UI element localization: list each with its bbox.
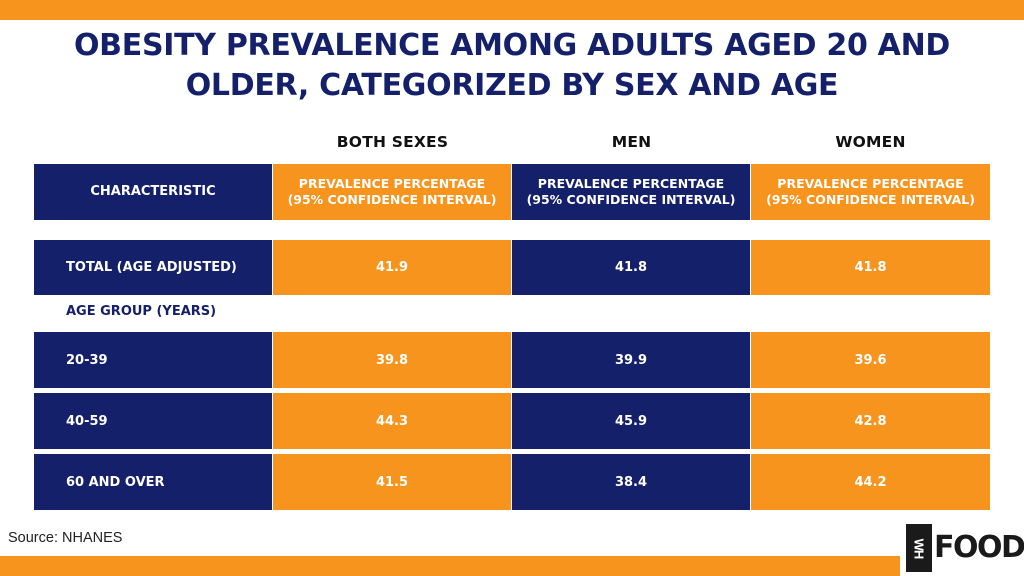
cell-20-39-women: 39.6 xyxy=(751,332,990,388)
cell-20-39-both: 39.8 xyxy=(273,332,511,388)
header-prevalence-line1: PREVALENCE PERCENTAGE xyxy=(777,176,964,191)
header-prevalence-men: PREVALENCE PERCENTAGE (95% CONFIDENCE INT… xyxy=(512,164,750,220)
header-prevalence-women: PREVALENCE PERCENTAGE (95% CONFIDENCE INT… xyxy=(751,164,990,220)
cell-40-59-both: 44.3 xyxy=(273,393,511,449)
age-group-label: AGE GROUP (YEARS) xyxy=(66,304,217,319)
logo-mark-icon: WH xyxy=(906,524,932,572)
row-label-40-59: 40-59 xyxy=(34,393,272,449)
cell-60-over-both: 41.5 xyxy=(273,454,511,510)
source-note: Source: NHANES xyxy=(8,530,123,546)
row-label-total: TOTAL (AGE ADJUSTED) xyxy=(34,240,272,295)
top-accent-bar xyxy=(0,0,1024,20)
cell-60-over-women: 44.2 xyxy=(751,454,990,510)
cell-total-women: 41.8 xyxy=(751,240,990,295)
logo-mark-text: WH xyxy=(911,538,927,558)
row-label-60-and-over: 60 AND OVER xyxy=(34,454,272,510)
header-prevalence-both: PREVALENCE PERCENTAGE (95% CONFIDENCE INT… xyxy=(273,164,511,220)
header-characteristic: CHARACTERISTIC xyxy=(34,164,272,220)
header-prevalence-line2: (95% CONFIDENCE INTERVAL) xyxy=(766,192,975,207)
page-title: OBESITY PREVALENCE AMONG ADULTS AGED 20 … xyxy=(0,26,1024,106)
header-prevalence-line1: PREVALENCE PERCENTAGE xyxy=(537,176,725,191)
title-line-1: OBESITY PREVALENCE AMONG ADULTS AGED 20 … xyxy=(73,28,950,63)
header-prevalence-line1: PREVALENCE PERCENTAGE xyxy=(298,176,486,191)
brand-logo: WH FOODS xyxy=(906,524,1024,572)
column-header-men: MEN xyxy=(611,133,652,151)
logo-text: FOODS xyxy=(934,530,1024,565)
cell-60-over-men: 38.4 xyxy=(512,454,750,510)
column-header-women: WOMEN xyxy=(835,133,906,151)
cell-40-59-women: 42.8 xyxy=(751,393,990,449)
bottom-accent-bar xyxy=(0,556,900,576)
header-prevalence-line2: (95% CONFIDENCE INTERVAL) xyxy=(287,192,497,207)
header-prevalence-line2: (95% CONFIDENCE INTERVAL) xyxy=(526,192,736,207)
title-line-2: OLDER, CATEGORIZED BY SEX AND AGE xyxy=(185,68,839,103)
cell-40-59-men: 45.9 xyxy=(512,393,750,449)
column-header-both-sexes: BOTH SEXES xyxy=(336,133,449,151)
cell-total-both: 41.9 xyxy=(273,240,511,295)
row-label-20-39: 20-39 xyxy=(34,332,272,388)
cell-20-39-men: 39.9 xyxy=(512,332,750,388)
cell-total-men: 41.8 xyxy=(512,240,750,295)
